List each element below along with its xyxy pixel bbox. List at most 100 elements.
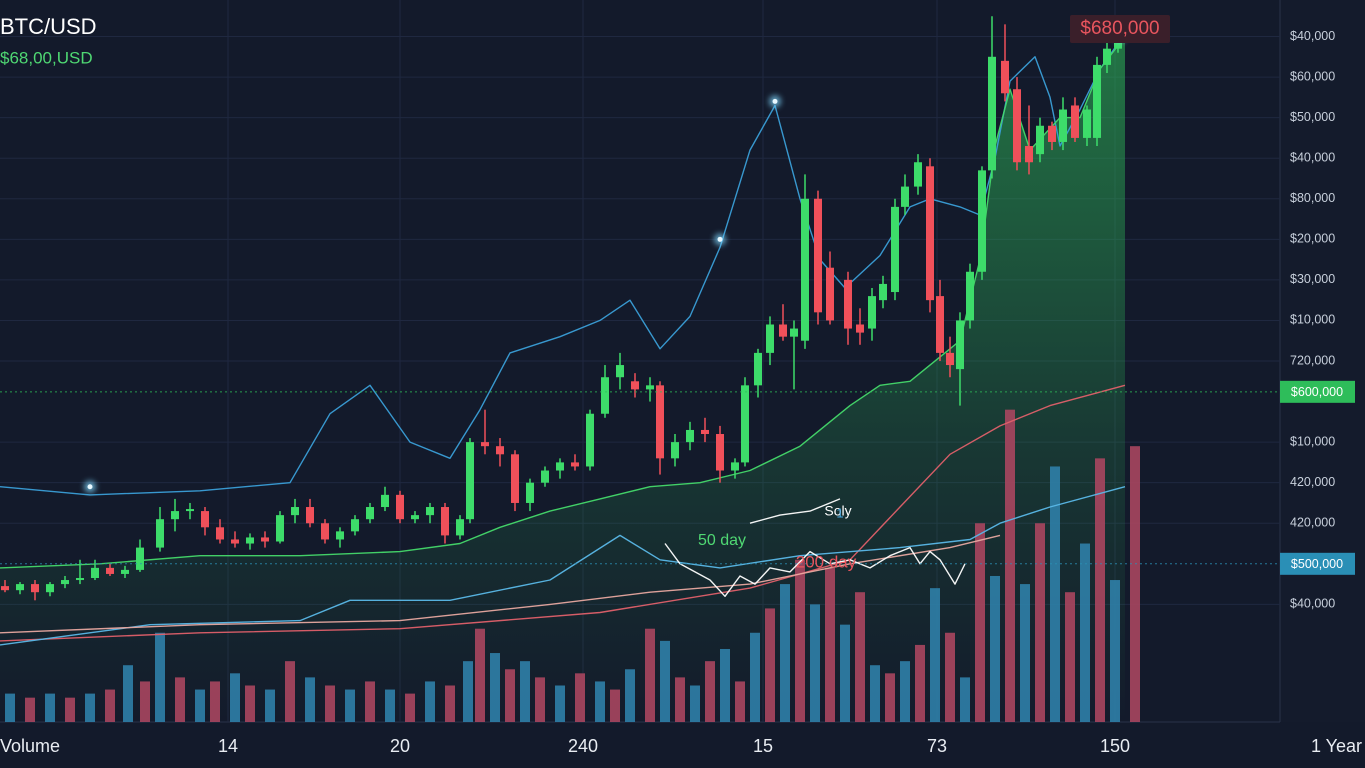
volume-bar: [825, 567, 835, 722]
volume-bar: [65, 697, 75, 722]
candle-body: [1071, 105, 1079, 138]
candle-body: [1025, 146, 1033, 163]
volume-bar: [140, 681, 150, 722]
volume-bar: [625, 669, 635, 722]
series-line: [749, 498, 841, 524]
volume-bar: [840, 624, 850, 722]
volume-bar: [445, 685, 455, 722]
candle-body: [526, 482, 534, 503]
volume-bar: [575, 673, 585, 722]
candle-body: [631, 381, 639, 390]
candle-body: [1083, 109, 1091, 138]
volume-bar: [595, 681, 605, 722]
annotation: 50 day: [698, 532, 746, 549]
volume-bar: [1065, 592, 1075, 722]
candle-body: [914, 162, 922, 187]
volume-bar: [690, 685, 700, 722]
volume-bar: [1080, 543, 1090, 722]
annotation: 1: [836, 505, 843, 520]
candle-body: [716, 434, 724, 471]
y-tick-label: $10,000: [1290, 434, 1335, 448]
x-tick-label: 20: [390, 736, 410, 756]
candle-body: [511, 454, 519, 503]
candle-body: [1013, 89, 1021, 163]
candle-body: [456, 519, 464, 536]
candle-body: [426, 507, 434, 516]
chart-title: BTC/USD: [0, 14, 97, 39]
candle-body: [466, 442, 474, 520]
candle-body: [106, 567, 114, 574]
candle-body: [936, 296, 944, 353]
candle-body: [1, 586, 9, 591]
x-tick-label: 14: [218, 736, 238, 756]
series-line: [0, 36, 1126, 569]
annotation: $680,000: [1080, 18, 1159, 39]
candle-body: [601, 377, 609, 414]
volume-bar: [1005, 409, 1015, 722]
volume-bar: [945, 632, 955, 722]
candle-body: [291, 507, 299, 516]
price-marker-label: $600,000: [1291, 385, 1343, 399]
volume-bar: [885, 673, 895, 722]
price-marker-box: [1280, 380, 1355, 403]
candle-body: [926, 166, 934, 301]
volume-bar: [915, 644, 925, 722]
volume-bar: [285, 661, 295, 722]
volume-bar: [105, 689, 115, 722]
y-tick-label: $50,000: [1290, 110, 1335, 124]
candle-body: [61, 580, 69, 585]
candle-body: [216, 527, 224, 540]
series-line: [0, 534, 1001, 634]
candle-body: [988, 56, 996, 171]
volume-bar: [535, 677, 545, 722]
candle-body: [366, 507, 374, 520]
price-axis-panel: [1280, 0, 1365, 722]
volume-bar: [5, 693, 15, 722]
volume-bar: [780, 584, 790, 722]
annotation: 200 day: [796, 552, 857, 571]
candle-body: [541, 470, 549, 483]
volume-layer: [5, 409, 1140, 722]
volume-bar: [1095, 458, 1105, 722]
volume-bar: [265, 689, 275, 722]
candle-body: [686, 429, 694, 443]
candle-body: [616, 365, 624, 378]
volume-bar: [705, 661, 715, 722]
candle-body: [826, 267, 834, 321]
candle-body: [31, 584, 39, 593]
volume-bar: [660, 640, 670, 722]
x-tick-label: 73: [927, 736, 947, 756]
volume-label: Volume: [0, 736, 60, 756]
candle-body: [1059, 109, 1067, 142]
volume-bar: [675, 677, 685, 722]
candle-body: [136, 547, 144, 570]
volume-bar: [210, 681, 220, 722]
candle-body: [956, 320, 964, 370]
volume-bar: [855, 592, 865, 722]
volume-bar: [1035, 523, 1045, 722]
volume-bar: [1130, 446, 1140, 722]
volume-bar: [520, 661, 530, 722]
highlight-dot: [772, 98, 778, 104]
candle-body: [766, 324, 774, 353]
volume-bar: [930, 588, 940, 722]
candle-body: [879, 283, 887, 301]
volume-bar: [975, 523, 985, 722]
volume-bar: [505, 669, 515, 722]
candle-body: [946, 352, 954, 366]
volume-bar: [305, 677, 315, 722]
candle-body: [336, 531, 344, 540]
annotation-box: [1070, 15, 1170, 43]
candle-body: [16, 584, 24, 591]
candle-body: [276, 515, 284, 542]
volume-bar: [463, 661, 473, 722]
candle-body: [754, 352, 762, 386]
y-tick-label: $40,000: [1290, 597, 1335, 611]
candle-body: [814, 198, 822, 313]
annotation: Soly: [824, 503, 851, 519]
candle-body: [701, 429, 709, 435]
candle-body: [156, 519, 164, 548]
candle-body: [671, 442, 679, 459]
